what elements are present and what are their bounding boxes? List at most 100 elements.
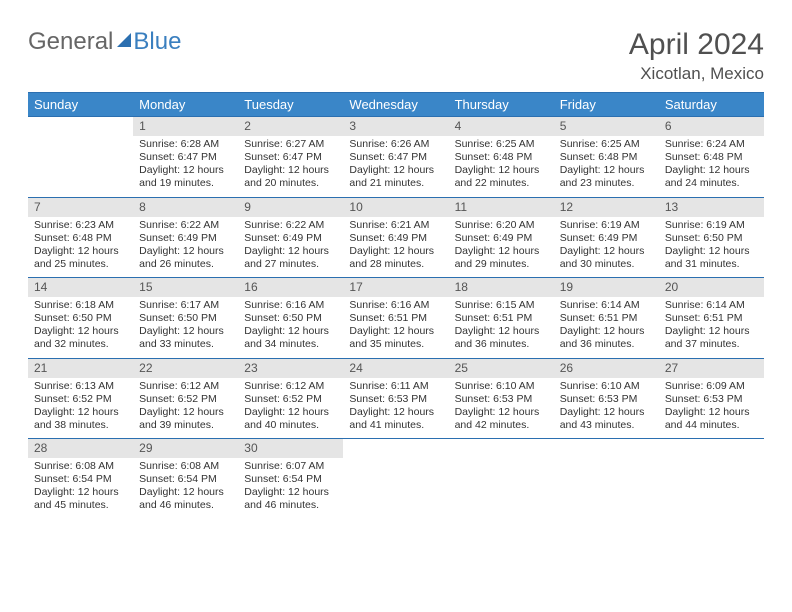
calendar-head: SundayMondayTuesdayWednesdayThursdayFrid… [28, 93, 764, 117]
day-number: 5 [554, 117, 659, 136]
sunset-line: Sunset: 6:53 PM [665, 393, 758, 406]
sunset-line: Sunset: 6:54 PM [34, 473, 127, 486]
calendar-day-cell: 10Sunrise: 6:21 AMSunset: 6:49 PMDayligh… [343, 197, 448, 278]
day-details: Sunrise: 6:26 AMSunset: 6:47 PMDaylight:… [343, 136, 448, 197]
sunrise-line: Sunrise: 6:09 AM [665, 380, 758, 393]
sunrise-line: Sunrise: 6:22 AM [244, 219, 337, 232]
calendar-day-cell: 3Sunrise: 6:26 AMSunset: 6:47 PMDaylight… [343, 117, 448, 198]
calendar-day-cell: .. [28, 117, 133, 198]
daylight-line: Daylight: 12 hours and 32 minutes. [34, 325, 127, 351]
calendar-day-cell: .. [343, 439, 448, 519]
day-details: Sunrise: 6:19 AMSunset: 6:49 PMDaylight:… [554, 217, 659, 278]
calendar-day-cell: .. [554, 439, 659, 519]
day-details: Sunrise: 6:07 AMSunset: 6:54 PMDaylight:… [238, 458, 343, 519]
month-title: April 2024 [629, 28, 764, 62]
daylight-line: Daylight: 12 hours and 24 minutes. [665, 164, 758, 190]
sunrise-line: Sunrise: 6:15 AM [455, 299, 548, 312]
sunrise-line: Sunrise: 6:12 AM [244, 380, 337, 393]
day-number: 4 [449, 117, 554, 136]
daylight-line: Daylight: 12 hours and 37 minutes. [665, 325, 758, 351]
sunrise-line: Sunrise: 6:14 AM [665, 299, 758, 312]
sunrise-line: Sunrise: 6:16 AM [349, 299, 442, 312]
day-number: 17 [343, 278, 448, 297]
daylight-line: Daylight: 12 hours and 26 minutes. [139, 245, 232, 271]
sunset-line: Sunset: 6:47 PM [244, 151, 337, 164]
sunrise-line: Sunrise: 6:08 AM [34, 460, 127, 473]
daylight-line: Daylight: 12 hours and 28 minutes. [349, 245, 442, 271]
sunrise-line: Sunrise: 6:17 AM [139, 299, 232, 312]
daylight-line: Daylight: 12 hours and 21 minutes. [349, 164, 442, 190]
day-details: Sunrise: 6:08 AMSunset: 6:54 PMDaylight:… [28, 458, 133, 519]
day-details: Sunrise: 6:16 AMSunset: 6:50 PMDaylight:… [238, 297, 343, 358]
day-details: Sunrise: 6:17 AMSunset: 6:50 PMDaylight:… [133, 297, 238, 358]
day-number: 28 [28, 439, 133, 458]
day-number: 24 [343, 359, 448, 378]
weekday-header: Tuesday [238, 93, 343, 117]
daylight-line: Daylight: 12 hours and 25 minutes. [34, 245, 127, 271]
calendar-day-cell: 9Sunrise: 6:22 AMSunset: 6:49 PMDaylight… [238, 197, 343, 278]
day-details: Sunrise: 6:25 AMSunset: 6:48 PMDaylight:… [449, 136, 554, 197]
day-details: Sunrise: 6:10 AMSunset: 6:53 PMDaylight:… [554, 378, 659, 439]
day-number: 6 [659, 117, 764, 136]
calendar-day-cell: 14Sunrise: 6:18 AMSunset: 6:50 PMDayligh… [28, 278, 133, 359]
calendar-day-cell: 27Sunrise: 6:09 AMSunset: 6:53 PMDayligh… [659, 358, 764, 439]
sunrise-line: Sunrise: 6:18 AM [34, 299, 127, 312]
calendar-table: SundayMondayTuesdayWednesdayThursdayFrid… [28, 92, 764, 519]
sunset-line: Sunset: 6:49 PM [560, 232, 653, 245]
sunrise-line: Sunrise: 6:20 AM [455, 219, 548, 232]
calendar-day-cell: 30Sunrise: 6:07 AMSunset: 6:54 PMDayligh… [238, 439, 343, 519]
sunrise-line: Sunrise: 6:08 AM [139, 460, 232, 473]
weekday-header: Friday [554, 93, 659, 117]
daylight-line: Daylight: 12 hours and 36 minutes. [455, 325, 548, 351]
day-details: Sunrise: 6:27 AMSunset: 6:47 PMDaylight:… [238, 136, 343, 197]
day-details: Sunrise: 6:11 AMSunset: 6:53 PMDaylight:… [343, 378, 448, 439]
sunrise-line: Sunrise: 6:28 AM [139, 138, 232, 151]
sunrise-line: Sunrise: 6:22 AM [139, 219, 232, 232]
sunset-line: Sunset: 6:51 PM [349, 312, 442, 325]
sunrise-line: Sunrise: 6:19 AM [665, 219, 758, 232]
weekday-header: Saturday [659, 93, 764, 117]
calendar-week-row: 14Sunrise: 6:18 AMSunset: 6:50 PMDayligh… [28, 278, 764, 359]
day-number: 11 [449, 198, 554, 217]
weekday-header: Thursday [449, 93, 554, 117]
calendar-day-cell: 23Sunrise: 6:12 AMSunset: 6:52 PMDayligh… [238, 358, 343, 439]
day-number: 8 [133, 198, 238, 217]
triangle-icon [117, 33, 131, 47]
daylight-line: Daylight: 12 hours and 31 minutes. [665, 245, 758, 271]
weekday-header: Monday [133, 93, 238, 117]
day-number: 19 [554, 278, 659, 297]
location-subtitle: Xicotlan, Mexico [629, 64, 764, 84]
sunset-line: Sunset: 6:49 PM [244, 232, 337, 245]
day-number: 7 [28, 198, 133, 217]
day-details: Sunrise: 6:22 AMSunset: 6:49 PMDaylight:… [238, 217, 343, 278]
daylight-line: Daylight: 12 hours and 45 minutes. [34, 486, 127, 512]
daylight-line: Daylight: 12 hours and 41 minutes. [349, 406, 442, 432]
daylight-line: Daylight: 12 hours and 19 minutes. [139, 164, 232, 190]
calendar-day-cell: 4Sunrise: 6:25 AMSunset: 6:48 PMDaylight… [449, 117, 554, 198]
sunrise-line: Sunrise: 6:25 AM [455, 138, 548, 151]
day-details: Sunrise: 6:25 AMSunset: 6:48 PMDaylight:… [554, 136, 659, 197]
day-details: Sunrise: 6:10 AMSunset: 6:53 PMDaylight:… [449, 378, 554, 439]
daylight-line: Daylight: 12 hours and 40 minutes. [244, 406, 337, 432]
day-details: Sunrise: 6:24 AMSunset: 6:48 PMDaylight:… [659, 136, 764, 197]
sunset-line: Sunset: 6:47 PM [349, 151, 442, 164]
day-number: 1 [133, 117, 238, 136]
weekday-header: Sunday [28, 93, 133, 117]
sunset-line: Sunset: 6:50 PM [244, 312, 337, 325]
sunset-line: Sunset: 6:48 PM [455, 151, 548, 164]
calendar-week-row: ..1Sunrise: 6:28 AMSunset: 6:47 PMDaylig… [28, 117, 764, 198]
calendar-day-cell: 13 Sunrise: 6:19 AMSunset: 6:50 PMDayligh… [659, 197, 764, 278]
sunset-line: Sunset: 6:50 PM [139, 312, 232, 325]
day-number: 2 [238, 117, 343, 136]
sunset-line: Sunset: 6:50 PM [665, 232, 758, 245]
title-block: April 2024 Xicotlan, Mexico [629, 28, 764, 84]
calendar-day-cell: 18Sunrise: 6:15 AMSunset: 6:51 PMDayligh… [449, 278, 554, 359]
day-number: 26 [554, 359, 659, 378]
sunset-line: Sunset: 6:53 PM [349, 393, 442, 406]
sunset-line: Sunset: 6:48 PM [34, 232, 127, 245]
daylight-line: Daylight: 12 hours and 35 minutes. [349, 325, 442, 351]
sunset-line: Sunset: 6:50 PM [34, 312, 127, 325]
day-number: 13 [659, 198, 764, 217]
calendar-day-cell: 16Sunrise: 6:16 AMSunset: 6:50 PMDayligh… [238, 278, 343, 359]
sunrise-line: Sunrise: 6:11 AM [349, 380, 442, 393]
